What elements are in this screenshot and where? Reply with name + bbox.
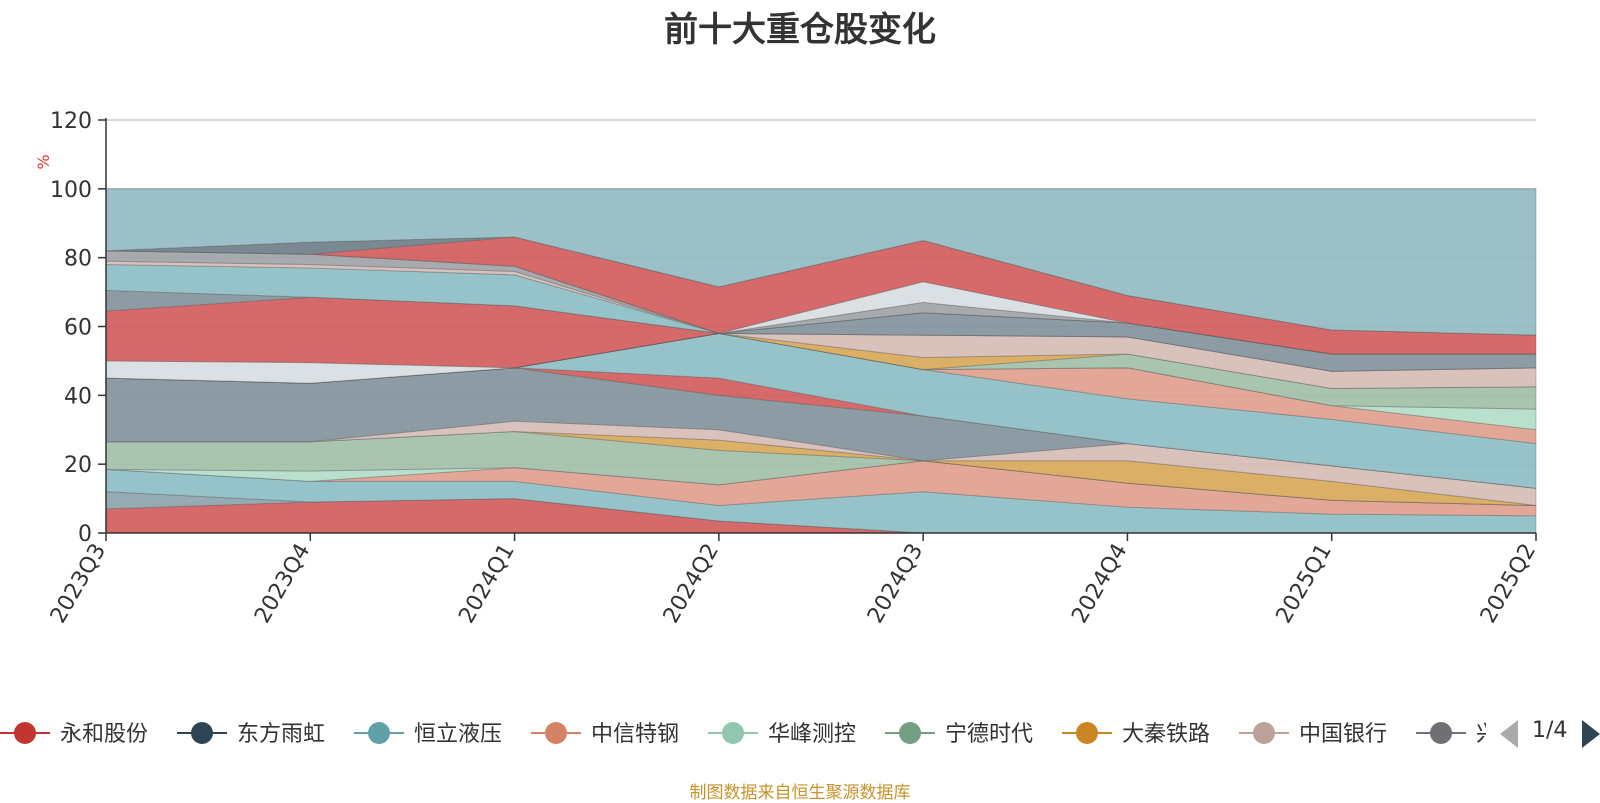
chart-title: 前十大重仓股变化: [664, 10, 936, 50]
x-tick-label: 2024Q3: [863, 540, 928, 628]
area-band-12: [105, 332, 1537, 431]
legend-label: 大秦铁路: [1122, 722, 1210, 747]
legend-marker: [191, 722, 213, 744]
y-tick-label: 0: [78, 522, 92, 547]
legend-prev-page-icon[interactable]: [1500, 720, 1518, 748]
area-series: [105, 188, 1537, 534]
y-tick-label: 100: [50, 178, 92, 203]
area-band-5: [105, 430, 1537, 506]
legend-label: 宁德时代: [945, 722, 1033, 747]
legend-page-indicator: 1/4: [1532, 718, 1568, 743]
legend-item[interactable]: 中国银行: [1239, 722, 1387, 747]
legend-pager: 1/4: [1500, 716, 1600, 752]
y-tick-label: 120: [50, 109, 92, 134]
area-band-11: [105, 332, 1537, 445]
area-band-10: [105, 332, 1537, 489]
y-tick-label: 40: [64, 384, 92, 409]
x-tick-label: 2023Q3: [46, 540, 111, 628]
legend-label: 华峰测控: [768, 722, 856, 747]
y-tick-label: 60: [64, 316, 92, 341]
legend-item[interactable]: 恒立液压: [354, 722, 502, 747]
x-tick-label: 2025Q1: [1272, 540, 1337, 628]
x-tick-label: 2024Q2: [659, 540, 724, 628]
legend-next-page-icon[interactable]: [1582, 720, 1600, 748]
legend-item[interactable]: 大秦铁路: [1062, 722, 1210, 747]
legend: 永和股份 东方雨虹 恒立液压 中信特钢 华峰测控 宁德时代 大秦铁路 中国银行 兴: [0, 722, 1498, 747]
legend-label: 中国银行: [1299, 722, 1387, 747]
source-note: 制图数据来自恒生聚源数据库: [689, 783, 911, 803]
legend-marker: [368, 722, 390, 744]
legend-marker: [899, 722, 921, 744]
legend-item[interactable]: 华峰测控: [708, 722, 856, 747]
x-tick-label: 2024Q4: [1067, 540, 1132, 628]
area-band-15: [105, 332, 1537, 389]
legend-items: 永和股份 东方雨虹 恒立液压 中信特钢 华峰测控 宁德时代 大秦铁路 中国银行 兴: [0, 722, 1498, 747]
legend-item[interactable]: 兴: [1416, 722, 1498, 747]
legend-label: 永和股份: [60, 722, 148, 747]
area-band-3: [105, 460, 1537, 517]
legend-label: 兴: [1476, 722, 1498, 747]
area-band-13: [105, 332, 1537, 410]
area-band-7: [106, 420, 1537, 507]
legend-label: 恒立液压: [414, 722, 502, 747]
legend-label: 中信特钢: [591, 722, 679, 747]
legend-item[interactable]: 宁德时代: [885, 722, 1033, 747]
legend-marker: [545, 722, 567, 744]
legend-marker: [14, 722, 36, 744]
legend-marker: [1430, 722, 1452, 744]
legend-marker: [1076, 722, 1098, 744]
legend-label: 东方雨虹: [237, 722, 325, 747]
x-tick-label: 2025Q2: [1476, 540, 1541, 628]
x-tick-label: 2023Q4: [250, 540, 315, 628]
area-band-25: [105, 188, 1537, 336]
legend-marker: [722, 722, 744, 744]
y-axis-unit: %: [34, 154, 53, 169]
x-tick-label: 2024Q1: [454, 540, 519, 628]
y-tick-label: 20: [64, 453, 92, 478]
legend-marker: [1253, 722, 1275, 744]
area-band-23: [105, 236, 1537, 355]
legend-item[interactable]: 永和股份: [0, 722, 148, 747]
legend-item[interactable]: 中信特钢: [531, 722, 679, 747]
legend-item[interactable]: 东方雨虹: [177, 722, 325, 747]
y-tick-label: 80: [64, 247, 92, 272]
